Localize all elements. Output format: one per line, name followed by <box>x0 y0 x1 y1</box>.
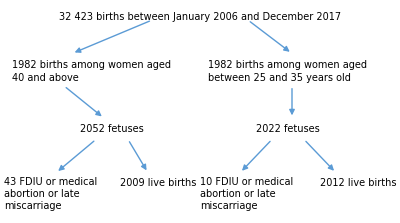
Text: 2012 live births: 2012 live births <box>320 178 396 188</box>
Text: 2022 fetuses: 2022 fetuses <box>256 124 320 134</box>
Text: 43 FDIU or medical
abortion or late
miscarriage: 43 FDIU or medical abortion or late misc… <box>4 177 97 211</box>
Text: 32 423 births between January 2006 and December 2017: 32 423 births between January 2006 and D… <box>59 12 341 22</box>
Text: 2009 live births: 2009 live births <box>120 178 196 188</box>
Text: 1982 births among women aged
between 25 and 35 years old: 1982 births among women aged between 25 … <box>208 60 367 83</box>
Text: 10 FDIU or medical
abortion or late
miscarriage: 10 FDIU or medical abortion or late misc… <box>200 177 293 211</box>
Text: 1982 births among women aged
40 and above: 1982 births among women aged 40 and abov… <box>12 60 171 83</box>
Text: 2052 fetuses: 2052 fetuses <box>80 124 144 134</box>
